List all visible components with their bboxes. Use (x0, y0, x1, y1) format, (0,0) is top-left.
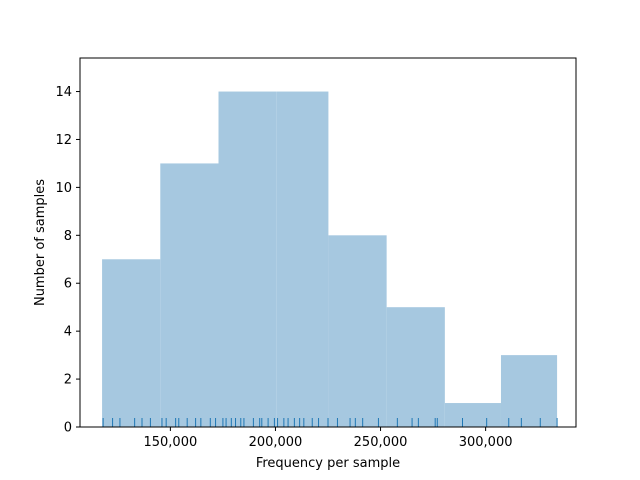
y-tick-label: 4 (64, 325, 72, 340)
histogram-bar (328, 235, 387, 427)
x-tick-label: 150,000 (143, 435, 197, 450)
x-tick-label: 250,000 (354, 435, 408, 450)
y-tick-label: 2 (64, 373, 72, 388)
x-tick-label: 200,000 (249, 435, 303, 450)
rug-marks (102, 418, 558, 427)
x-axis-label: Frequency per sample (256, 456, 400, 471)
y-axis-label: Number of samples (33, 179, 48, 306)
y-tick-label: 14 (55, 85, 72, 100)
y-axis-ticks: 0 2 4 6 8 10 12 14 (55, 85, 80, 436)
y-tick-label: 12 (55, 133, 72, 148)
histogram-bar (444, 403, 501, 427)
histogram-bar (160, 163, 219, 427)
histogram-bar (276, 91, 329, 427)
histogram-bar (218, 91, 277, 427)
x-axis-ticks: 150,000 200,000 250,000 300,000 (143, 427, 513, 450)
y-tick-label: 0 (64, 421, 72, 436)
plot-frame (79, 57, 577, 428)
y-tick-label: 10 (55, 181, 72, 196)
histogram-bar (500, 355, 558, 427)
x-tick-label: 300,000 (459, 435, 513, 450)
histogram-bar (386, 307, 445, 427)
y-tick-label: 8 (64, 229, 72, 244)
histogram-bar (102, 259, 161, 427)
y-tick-label: 6 (64, 277, 72, 292)
histogram-bars (102, 91, 558, 427)
